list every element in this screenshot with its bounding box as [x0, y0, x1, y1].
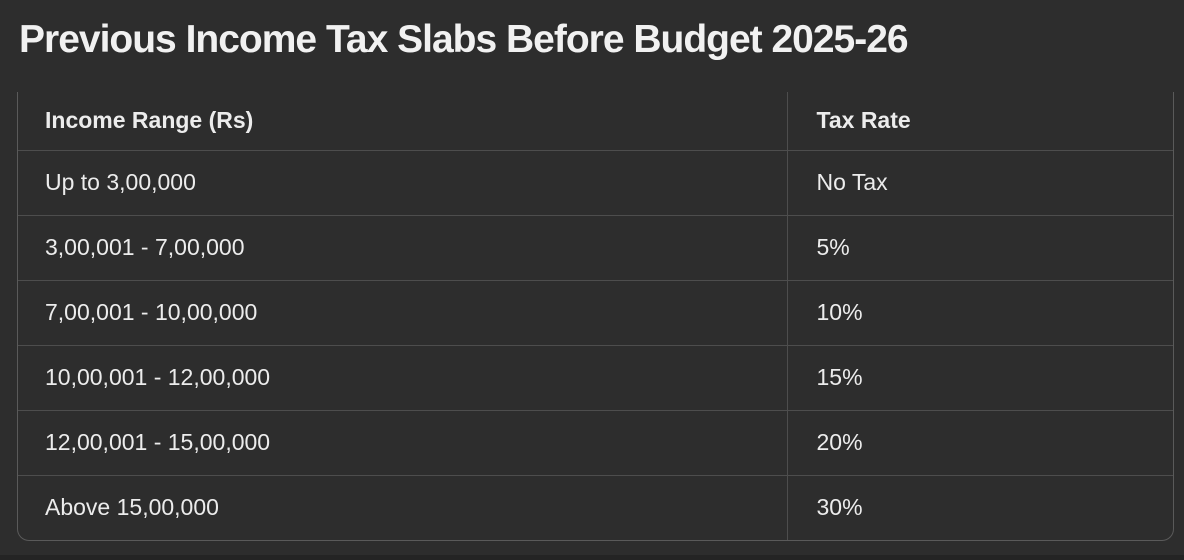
income-range-cell: 7,00,001 - 10,00,000: [45, 299, 258, 325]
income-range-cell: Above 15,00,000: [45, 494, 219, 521]
bottom-edge-strip: [0, 555, 1184, 560]
page-title: Previous Income Tax Slabs Before Budget …: [19, 18, 909, 61]
tax-rate-cell: 5%: [786, 215, 1173, 280]
table-row: Up to 3,00,000 No Tax: [18, 150, 1173, 215]
income-range-cell: 10,00,001 - 12,00,000: [45, 364, 271, 390]
column-header-tax-rate: Tax Rate: [786, 92, 1173, 150]
table-header-row: Income Range (Rs) Tax Rate: [18, 92, 1173, 150]
tax-rate-cell: 30%: [786, 475, 1173, 540]
column-header-income-range: Income Range (Rs): [45, 107, 254, 134]
tax-rate-cell: No Tax: [786, 150, 1173, 215]
income-range-cell: 12,00,001 - 15,00,000: [45, 429, 271, 455]
tax-rate-cell: 10%: [786, 280, 1173, 345]
table-row: 7,00,001 - 10,00,000 10%: [18, 280, 1173, 345]
tax-slabs-table: Income Range (Rs) Tax Rate Up to 3,00,00…: [17, 92, 1174, 541]
table-row: 12,00,001 - 15,00,000 20%: [18, 410, 1173, 475]
income-range-cell: 3,00,001 - 7,00,000: [45, 234, 245, 260]
table-row: 3,00,001 - 7,00,000 5%: [18, 215, 1173, 280]
income-range-cell: Up to 3,00,000: [45, 169, 196, 195]
tax-rate-cell: 20%: [786, 410, 1173, 475]
tax-rate-cell: 15%: [786, 345, 1173, 410]
table-row: 10,00,001 - 12,00,000 15%: [18, 345, 1173, 410]
table-row: Above 15,00,000 30%: [18, 475, 1173, 540]
